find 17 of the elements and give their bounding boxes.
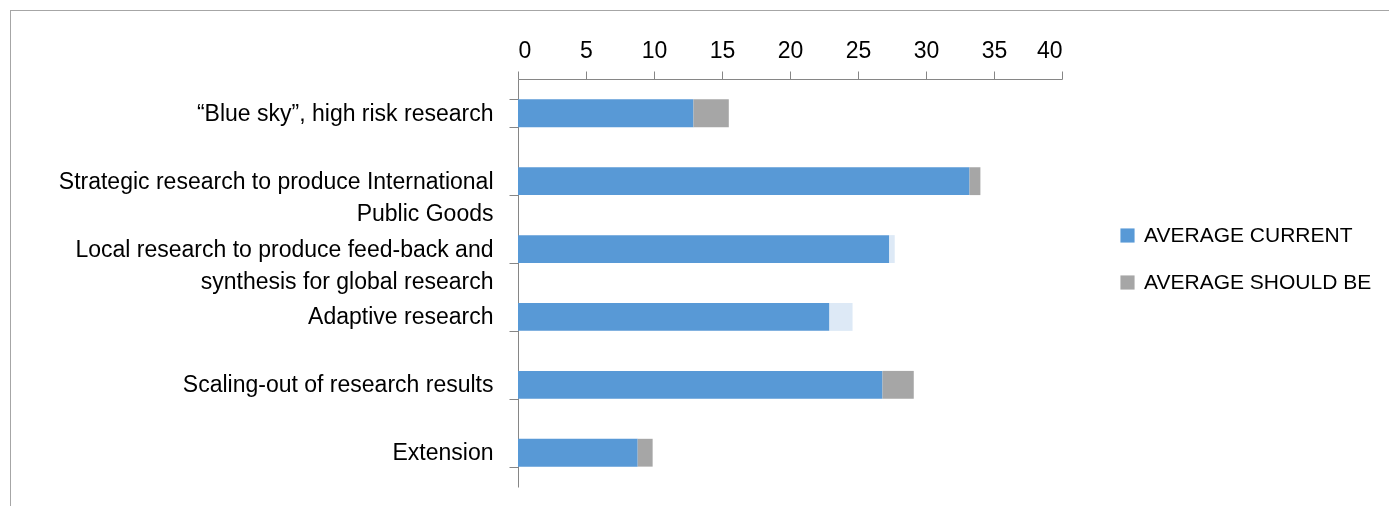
y-tick-label: “Blue sky”, high risk research [196,99,494,126]
x-tick-label: 5 [580,36,593,63]
x-tick-label: 20 [777,36,804,63]
y-tick-label: Local research to produce feed-back and synthesis for global research [75,235,494,294]
legend-label: AVERAGE SHOULD BE [1144,269,1372,293]
x-tick-label: 40 [1036,36,1063,63]
x-tick-label: 0 [518,36,532,63]
x-tick-label: 25 [845,36,872,63]
x-tick-label: 30 [913,36,940,63]
legend-label: AVERAGE CURRENT [1144,222,1353,246]
y-tick-label: Strategic research to produce International Public Goods [58,167,494,226]
y-tick-label: Scaling-out of research results [182,371,494,398]
y-tick-label: Adaptive research [308,303,494,330]
x-tick-label: 15 [709,36,736,63]
x-tick-label: 10 [641,36,668,63]
y-tick-label: Extension [392,439,494,466]
x-tick-label: 35 [981,36,1008,63]
